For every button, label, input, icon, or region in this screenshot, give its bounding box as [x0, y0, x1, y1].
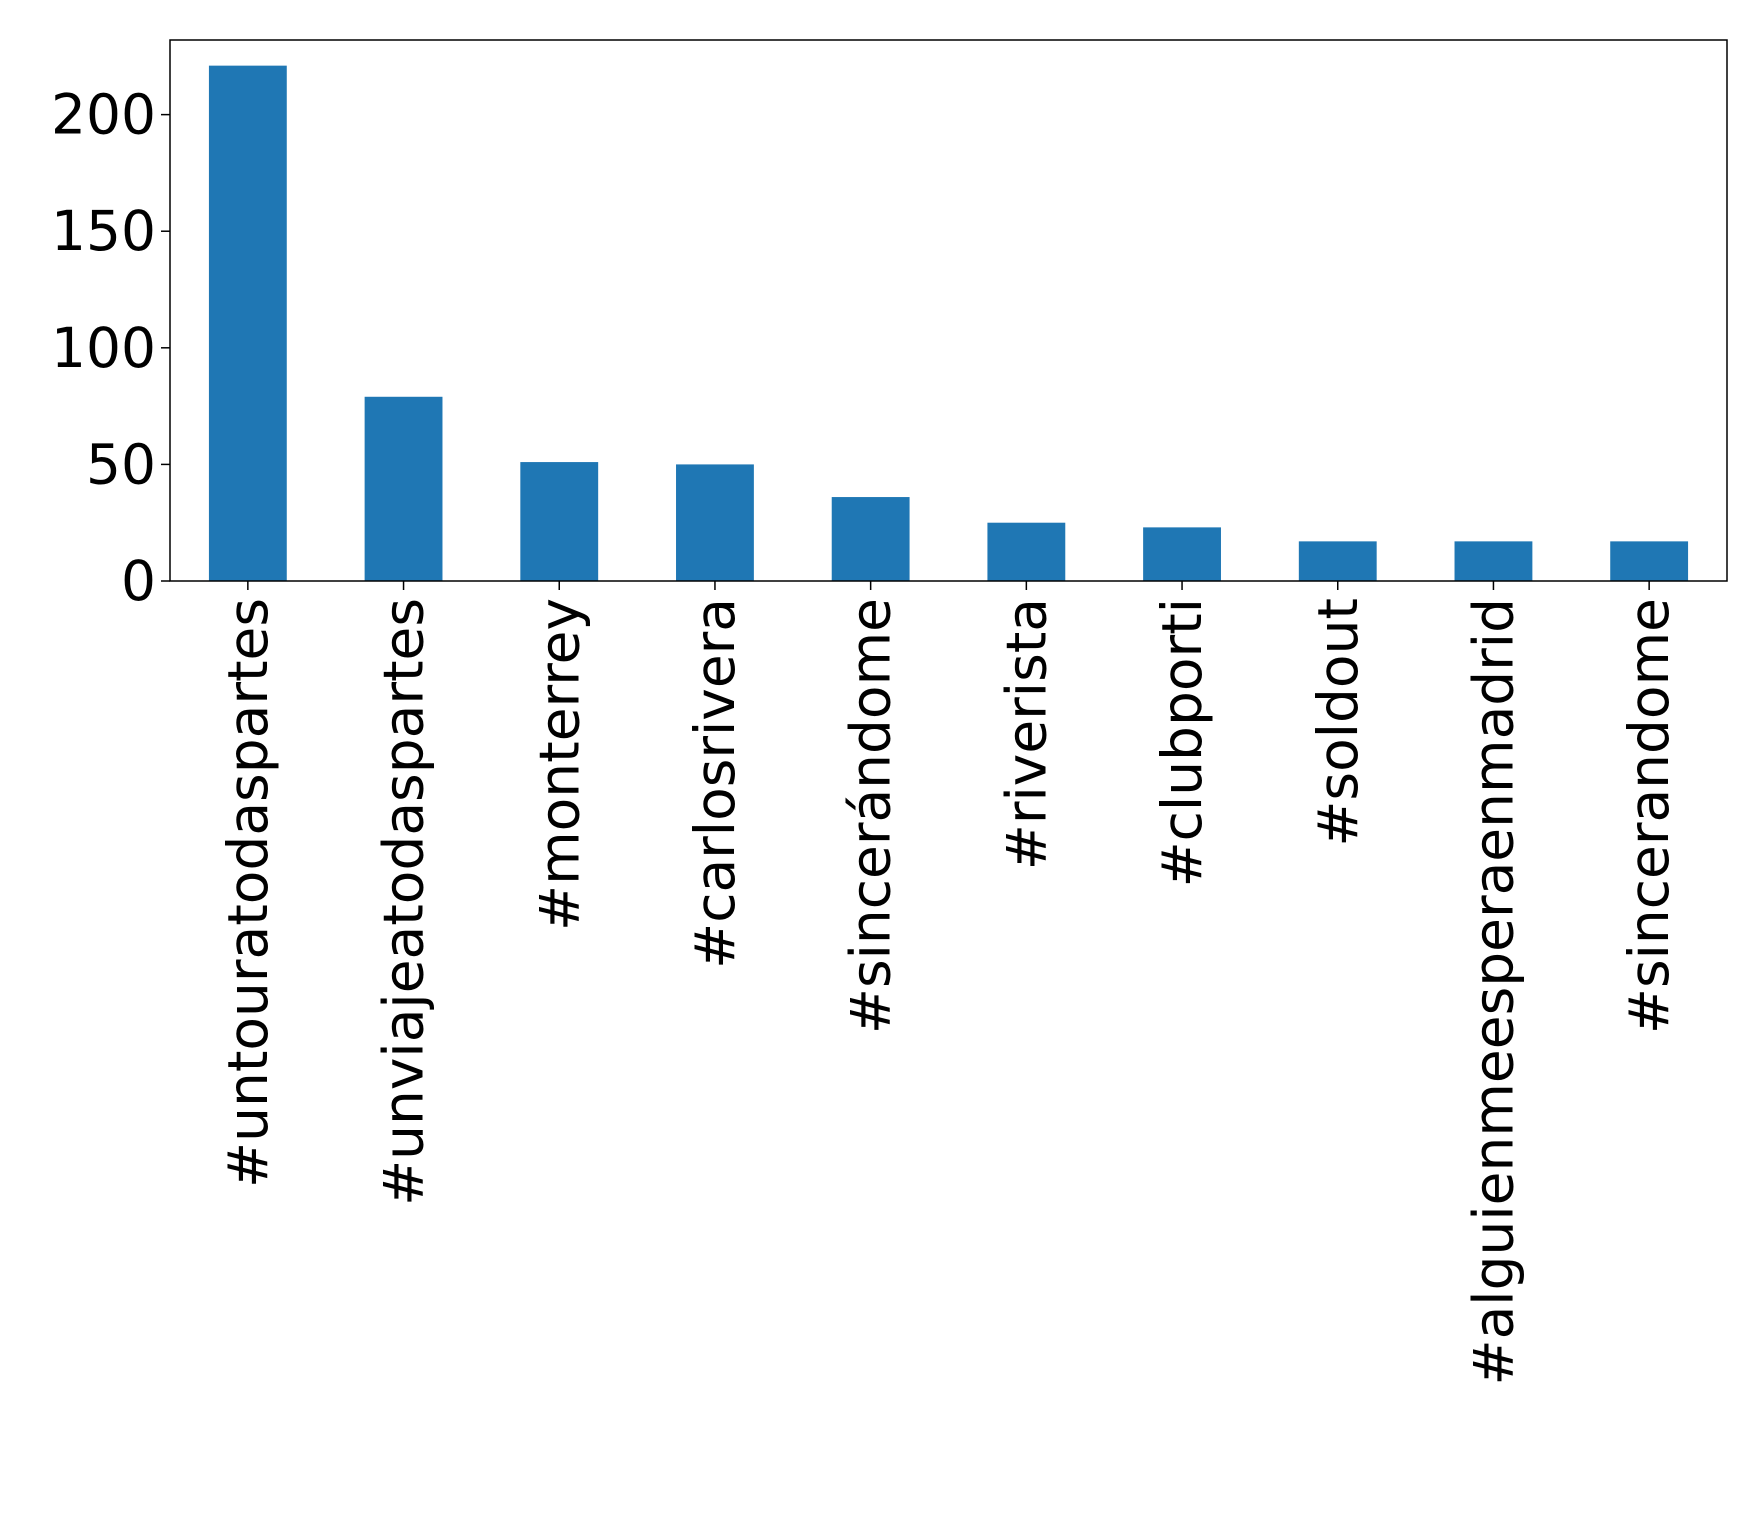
y-tick-label-4: 200 — [51, 83, 156, 147]
y-tick-label-1: 50 — [86, 432, 156, 496]
bar-5 — [987, 522, 1066, 581]
bar-9 — [1610, 541, 1689, 581]
x-tick-label-4: #sincerándome — [839, 598, 903, 1034]
x-tick-label-1: #unviajeatodaspartes — [372, 598, 436, 1206]
bar-4 — [831, 497, 910, 581]
y-axis: 0 50 100 150 200 — [51, 83, 170, 613]
bars-layer — [208, 65, 1689, 581]
x-axis: #untouratodaspartes #unviajeatodaspartes #… — [216, 581, 1681, 1385]
x-tick-label-5: #riverista — [994, 598, 1058, 870]
y-tick-label-0: 0 — [121, 549, 156, 613]
bar-1 — [364, 396, 443, 581]
y-tick-label-2: 100 — [51, 316, 156, 380]
bar-0 — [208, 65, 287, 581]
x-tick-label-9: #sincerandome — [1617, 598, 1681, 1034]
bar-8 — [1454, 541, 1533, 581]
x-tick-label-6: #clubporti — [1150, 598, 1214, 887]
x-tick-label-8: #alguienmeesperaenmadrid — [1461, 598, 1525, 1385]
x-tick-label-0: #untouratodaspartes — [216, 598, 280, 1188]
y-tick-label-3: 150 — [51, 199, 156, 263]
bar-7 — [1298, 541, 1377, 581]
plot-area-frame — [169, 39, 1728, 582]
bar-2 — [520, 462, 599, 581]
bar-6 — [1143, 527, 1221, 581]
x-tick-label-2: #monterrey — [527, 598, 591, 931]
bar-3 — [676, 464, 754, 581]
x-tick-label-7: #soldout — [1306, 598, 1370, 847]
x-tick-label-3: #carlosrivera — [683, 598, 747, 969]
